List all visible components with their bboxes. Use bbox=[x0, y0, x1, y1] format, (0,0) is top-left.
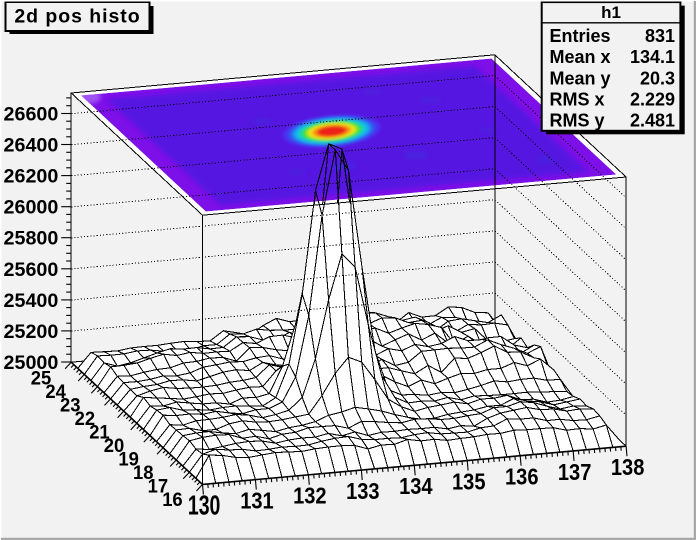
svg-text:Mean y: Mean y bbox=[550, 68, 611, 88]
svg-text:Entries: Entries bbox=[550, 26, 611, 46]
svg-text:20: 20 bbox=[104, 436, 125, 457]
svg-text:132: 132 bbox=[293, 483, 327, 509]
svg-text:23: 23 bbox=[60, 396, 81, 417]
svg-text:25600: 25600 bbox=[4, 259, 59, 281]
svg-text:131: 131 bbox=[240, 488, 274, 514]
svg-text:RMS y: RMS y bbox=[550, 111, 605, 131]
svg-text:26000: 26000 bbox=[4, 197, 59, 219]
svg-text:21: 21 bbox=[89, 423, 110, 444]
svg-text:26600: 26600 bbox=[4, 104, 59, 126]
svg-text:135: 135 bbox=[452, 468, 486, 494]
svg-text:h1: h1 bbox=[601, 3, 621, 22]
svg-text:2.229: 2.229 bbox=[630, 89, 675, 109]
svg-text:17: 17 bbox=[148, 477, 169, 498]
svg-text:18: 18 bbox=[133, 463, 154, 484]
svg-text:25800: 25800 bbox=[4, 228, 59, 250]
svg-text:134.1: 134.1 bbox=[630, 47, 675, 67]
svg-text:831: 831 bbox=[645, 26, 675, 46]
svg-text:25000: 25000 bbox=[4, 352, 59, 374]
svg-text:2.481: 2.481 bbox=[630, 111, 675, 131]
svg-text:25400: 25400 bbox=[4, 290, 59, 312]
svg-text:16: 16 bbox=[162, 490, 183, 511]
svg-text:25200: 25200 bbox=[4, 321, 59, 343]
svg-text:25: 25 bbox=[31, 369, 52, 390]
svg-text:136: 136 bbox=[505, 464, 539, 490]
svg-text:24: 24 bbox=[45, 382, 66, 403]
svg-text:26400: 26400 bbox=[4, 135, 59, 157]
svg-text:26200: 26200 bbox=[4, 166, 59, 188]
svg-text:138: 138 bbox=[611, 454, 645, 480]
svg-text:134: 134 bbox=[399, 473, 433, 499]
svg-text:Mean x: Mean x bbox=[550, 47, 611, 67]
svg-text:2d pos histo: 2d pos histo bbox=[14, 6, 140, 28]
svg-text:22: 22 bbox=[75, 409, 96, 430]
svg-text:137: 137 bbox=[558, 459, 592, 485]
svg-text:130: 130 bbox=[188, 490, 221, 521]
svg-text:RMS x: RMS x bbox=[550, 89, 605, 109]
svg-text:20.3: 20.3 bbox=[640, 68, 675, 88]
svg-text:19: 19 bbox=[118, 450, 138, 471]
svg-text:133: 133 bbox=[346, 478, 380, 504]
